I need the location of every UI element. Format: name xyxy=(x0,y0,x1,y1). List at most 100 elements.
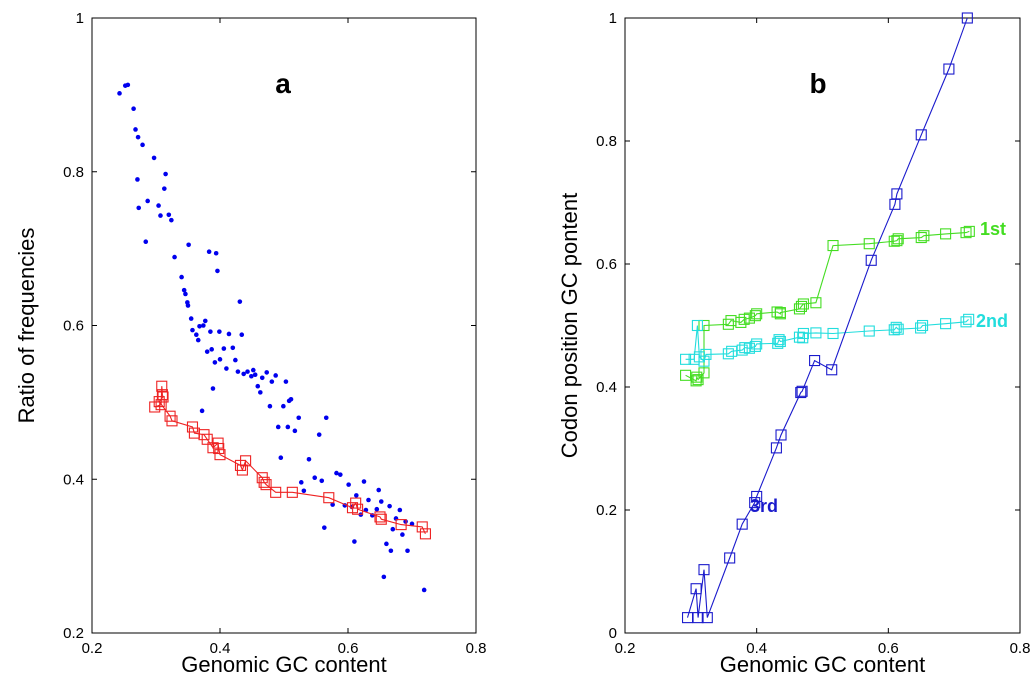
data-point xyxy=(135,177,140,182)
data-point xyxy=(210,386,216,391)
data-marker xyxy=(960,227,972,239)
data-marker xyxy=(797,298,809,310)
data-marker xyxy=(810,297,822,309)
data-point xyxy=(255,383,261,389)
data-marker xyxy=(827,327,839,340)
data-marker xyxy=(797,327,809,340)
data-marker xyxy=(691,319,703,332)
data-marker xyxy=(943,63,955,75)
data-point xyxy=(288,397,294,402)
data-marker xyxy=(770,442,782,454)
data-marker xyxy=(775,429,787,441)
data-point xyxy=(186,242,191,248)
data-marker xyxy=(722,318,734,330)
y-tick-label: 0.8 xyxy=(63,164,84,181)
data-marker xyxy=(213,442,225,455)
data-marker xyxy=(963,225,975,237)
series-label-1st: 1st xyxy=(980,219,1006,239)
data-marker xyxy=(772,337,784,349)
data-marker xyxy=(917,319,929,332)
panel-label-a: a xyxy=(275,68,291,99)
data-point xyxy=(252,372,258,378)
data-marker xyxy=(960,316,972,328)
panel-b: 0.2 0.4 0.6 0.800.20.40.60.81 b Genomic GC … xyxy=(557,10,1030,677)
data-point xyxy=(194,332,199,338)
data-marker xyxy=(888,324,900,336)
data-point xyxy=(306,456,312,462)
data-point xyxy=(250,367,256,373)
data-point xyxy=(202,318,208,324)
data-marker xyxy=(270,486,282,498)
data-marker xyxy=(751,490,763,503)
data-marker xyxy=(736,518,748,530)
data-point xyxy=(301,488,307,494)
data-point xyxy=(269,379,275,384)
data-marker xyxy=(375,513,387,525)
data-marker xyxy=(680,369,692,381)
data-point xyxy=(215,268,220,274)
data-marker xyxy=(240,455,252,467)
data-marker xyxy=(797,332,809,344)
data-point xyxy=(259,375,265,381)
data-layer-a xyxy=(117,82,431,593)
data-point xyxy=(323,415,329,421)
data-marker xyxy=(323,492,335,504)
y-axis-label-a: Ratio of frequencies xyxy=(14,228,39,424)
data-marker xyxy=(395,519,407,531)
data-marker xyxy=(236,464,248,476)
data-marker xyxy=(892,233,904,245)
data-marker xyxy=(201,433,213,445)
data-marker xyxy=(416,521,428,533)
data-marker xyxy=(915,232,927,244)
data-point xyxy=(346,482,351,487)
data-point xyxy=(163,171,168,177)
data-marker xyxy=(350,497,362,509)
x-tick-label: 0.2 xyxy=(82,640,103,657)
data-point xyxy=(292,428,298,434)
data-marker xyxy=(826,364,838,376)
data-point xyxy=(296,415,302,421)
y-tick-label: 1 xyxy=(76,10,84,27)
data-point xyxy=(298,480,304,485)
data-marker xyxy=(749,310,761,322)
x-tick-label: 0.4 xyxy=(746,640,767,657)
data-point xyxy=(330,502,335,507)
panel-a: 0.2 0.4 0.6 0.8 0.2 0.4 0.6 0.8 1 a Genomic GC c… xyxy=(14,10,486,677)
data-point xyxy=(208,329,213,334)
data-point xyxy=(125,82,131,88)
data-point xyxy=(230,345,236,351)
data-point xyxy=(185,303,191,308)
data-point xyxy=(217,357,223,362)
x-axis-label-b: Genomic GC content xyxy=(720,652,925,677)
data-point xyxy=(258,390,263,395)
data-point xyxy=(397,507,403,513)
data-point xyxy=(235,369,241,374)
data-marker xyxy=(701,612,713,624)
data-point xyxy=(206,249,212,254)
data-point xyxy=(188,316,194,321)
data-point xyxy=(226,331,232,337)
data-marker xyxy=(796,385,808,397)
data-marker xyxy=(810,327,822,339)
data-point xyxy=(374,506,380,512)
x-tick-label: 0.6 xyxy=(338,640,359,657)
data-marker xyxy=(743,342,755,354)
series-label-2nd: 2nd xyxy=(976,311,1008,331)
data-point xyxy=(388,548,394,554)
data-point xyxy=(233,357,238,363)
data-marker xyxy=(186,421,199,433)
y-tick-label: 0.4 xyxy=(596,379,617,396)
data-point xyxy=(162,186,167,191)
data-point xyxy=(169,217,174,223)
data-marker xyxy=(891,235,903,247)
data-marker xyxy=(698,367,710,379)
data-marker xyxy=(795,386,807,399)
data-marker xyxy=(809,355,821,367)
panel-label-b: b xyxy=(809,68,826,99)
y-tick-label: 0 xyxy=(609,625,617,642)
data-marker xyxy=(692,612,704,624)
data-point xyxy=(117,91,122,96)
data-point xyxy=(213,250,219,256)
data-point xyxy=(181,287,187,293)
data-marker xyxy=(700,348,712,360)
